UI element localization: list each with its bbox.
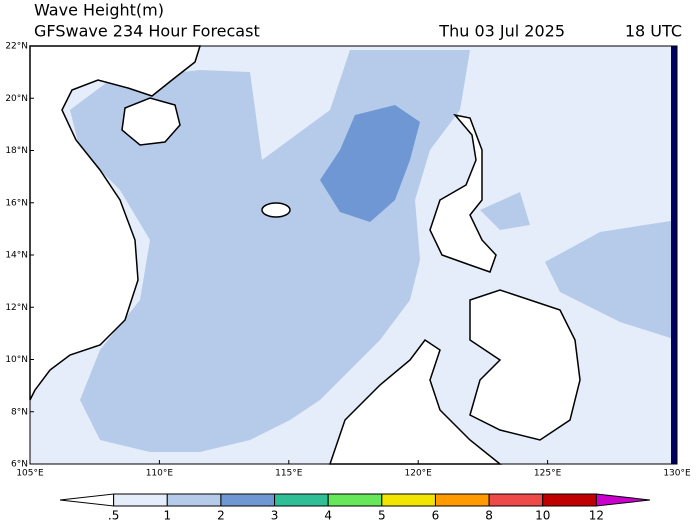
lon-tick-label: 105°E	[16, 469, 44, 479]
lat-tick-label: 18°N	[5, 146, 28, 156]
lat-tick-label: 14°N	[5, 251, 28, 261]
lat-tick-label: 12°N	[5, 303, 28, 313]
colorbar-label: 10	[535, 509, 550, 523]
land-luzon	[429, 113, 497, 273]
colorbar-label: .5	[108, 509, 119, 523]
colorbar-label: 2	[217, 509, 225, 523]
colorbar-box	[381, 493, 436, 507]
sea-mid	[480, 192, 677, 340]
edge-bar	[671, 46, 677, 464]
colorbar-box	[166, 493, 222, 507]
colorbar-box	[542, 493, 597, 507]
colorbar-box	[327, 493, 383, 507]
sea-high	[320, 105, 420, 222]
time: 18 UTC	[625, 22, 682, 41]
map	[29, 45, 678, 465]
lat-tick-label: 10°N	[5, 355, 28, 365]
colorbar-box	[488, 493, 544, 507]
colorbar-label: 12	[589, 509, 604, 523]
lon-tick-label: 130°E	[663, 469, 691, 479]
land-mainland	[29, 45, 202, 401]
colorbar-label: 1	[163, 509, 171, 523]
colorbar-under	[59, 493, 115, 507]
colorbar-box	[113, 493, 168, 507]
subtitle: GFSwave 234 Hour Forecast	[34, 22, 260, 41]
colorbar-box	[434, 493, 490, 507]
date: Thu 03 Jul 2025	[438, 22, 565, 41]
lat-tick-label: 20°N	[5, 94, 28, 104]
colorbar-label: 3	[271, 509, 279, 523]
lon-tick-label: 115°E	[275, 469, 303, 479]
colorbar-box	[274, 493, 329, 507]
land-borneo	[328, 338, 503, 465]
lon-tick-label: 110°E	[146, 469, 174, 479]
lon-tick-label: 120°E	[405, 469, 433, 479]
colorbar-over	[595, 493, 651, 507]
lat-tick-label: 8°N	[11, 407, 28, 417]
colorbar-label: 8	[485, 509, 493, 523]
lat-tick-label: 6°N	[11, 460, 28, 470]
colorbar-label: 4	[324, 509, 332, 523]
land-island	[261, 202, 291, 218]
colorbar-label: 6	[432, 509, 440, 523]
lat-tick-label: 16°N	[5, 198, 28, 208]
lat-tick-label: 22°N	[5, 42, 28, 52]
colorbar-box	[220, 493, 276, 507]
land-mindanao	[469, 289, 581, 441]
lon-tick-label: 125°E	[534, 469, 562, 479]
title: Wave Height(m)	[34, 1, 164, 20]
colorbar-label: 5	[378, 509, 386, 523]
land-hainan	[121, 97, 181, 146]
